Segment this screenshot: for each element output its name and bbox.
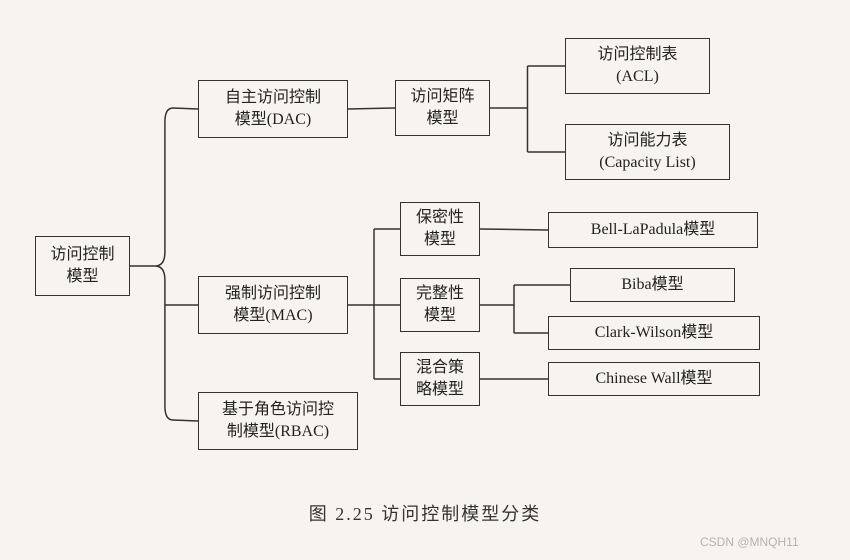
node-dac: 自主访问控制 模型(DAC): [198, 80, 348, 138]
node-matrix: 访问矩阵 模型: [395, 80, 490, 136]
node-acl: 访问控制表 (ACL): [565, 38, 710, 94]
node-integ: 完整性 模型: [400, 278, 480, 332]
node-caplist: 访问能力表 (Capacity List): [565, 124, 730, 180]
node-biba: Biba模型: [570, 268, 735, 302]
figure-caption: 图 2.25 访问控制模型分类: [0, 500, 850, 526]
watermark-text: CSDN @MNQH11: [700, 535, 799, 549]
node-blp: Bell-LaPadula模型: [548, 212, 758, 248]
node-root: 访问控制 模型: [35, 236, 130, 296]
node-cw: Clark-Wilson模型: [548, 316, 760, 350]
node-mac: 强制访问控制 模型(MAC): [198, 276, 348, 334]
node-hybrid: 混合策 略模型: [400, 352, 480, 406]
node-chinese: Chinese Wall模型: [548, 362, 760, 396]
node-rbac: 基于角色访问控 制模型(RBAC): [198, 392, 358, 450]
node-conf: 保密性 模型: [400, 202, 480, 256]
